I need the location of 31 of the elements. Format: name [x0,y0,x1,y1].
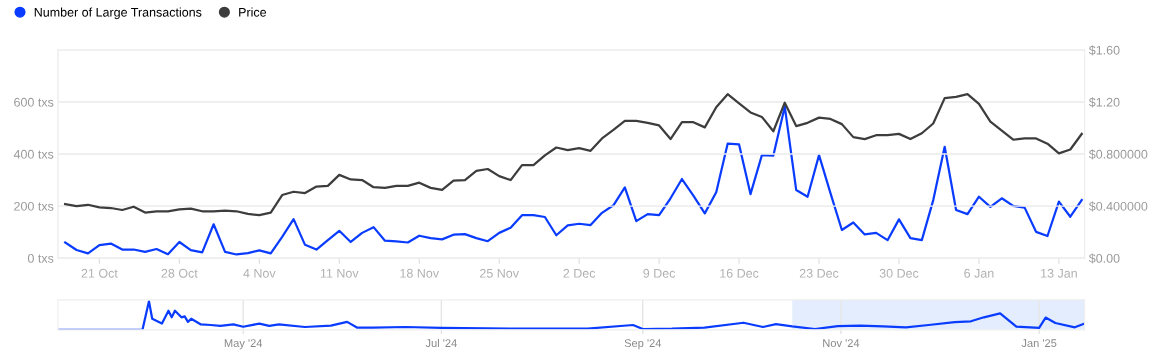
x-tick-label: 9 Dec [643,268,676,278]
x-tick-label: Jul '24 [425,338,457,348]
y2-tick-label: $1.20 [1088,97,1120,108]
y2-tick-label: $0.800000 [1088,149,1148,160]
x-tick-label: 11 Nov [320,268,359,278]
x-tick-label: Nov '24 [823,339,860,348]
x-tick-label: 6 Jan [964,268,994,278]
x-tick-label: Jan '25 [1021,339,1057,348]
x-tick-label: 16 Dec [720,268,759,278]
x-tick-label: 18 Nov [400,268,439,278]
y2-tick-label: $0.400000 [1088,201,1148,212]
x-tick-label: 25 Nov [480,268,519,278]
x-tick-label: 28 Oct [161,268,198,278]
y-tick-label: 600 txs [14,97,54,107]
y-tick-label: 0 txs [27,253,54,263]
x-tick-label: 13 Jan [1041,268,1077,278]
line-series [64,105,1083,256]
x-tick-label: 4 Nov [243,268,276,278]
x-tick-label: 2 Dec [563,268,596,278]
legend-label: Number of Large Transactions [34,7,202,20]
x-tick-label: 23 Dec [799,268,839,278]
x-tick-label: 30 Dec [879,268,919,278]
x-tick-label: May '24 [224,339,263,350]
y-tick-label: 200 txs [14,201,54,211]
line-series [64,93,1083,217]
x-tick-label: 21 Oct [81,268,118,278]
x-tick-label: Sep '24 [624,339,662,350]
y-tick-label: 400 txs [13,149,54,159]
y2-tick-label: $1.60 [1088,45,1120,56]
y2-tick-label: $0.00 [1088,253,1120,264]
legend-label: Price [239,7,267,17]
